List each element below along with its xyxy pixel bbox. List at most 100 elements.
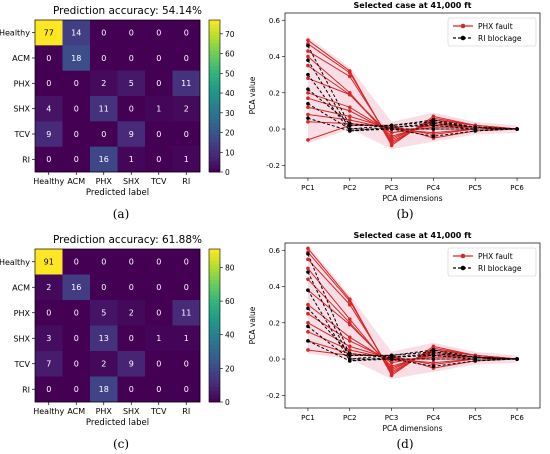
x-tick-label: TCV xyxy=(150,407,167,416)
colorbar-segment xyxy=(209,130,220,135)
heatmap-cell xyxy=(90,121,118,147)
data-point xyxy=(306,270,310,274)
colorbar-segment xyxy=(209,58,220,63)
heatmap-cell xyxy=(90,70,118,97)
data-point xyxy=(515,357,519,361)
heatmap-cell xyxy=(145,351,173,377)
legend-marker xyxy=(460,253,466,259)
heatmap-cell xyxy=(145,300,173,326)
y-tick-label: SHX xyxy=(13,334,30,343)
data-point xyxy=(347,299,352,303)
y-tick-label: -0.2 xyxy=(266,162,280,170)
colorbar-segment xyxy=(209,256,220,261)
x-tick-label: PC2 xyxy=(343,184,357,192)
y-tick-label: TCV xyxy=(14,130,31,139)
colorbar-segment xyxy=(209,287,220,292)
heatmap-cell xyxy=(90,96,118,122)
colorbar-segment xyxy=(209,92,220,97)
cell-value-label: 0 xyxy=(101,130,106,139)
cell-value-label: 0 xyxy=(129,258,134,267)
chart-title: Selected case at 41,000 ft xyxy=(354,1,472,10)
heatmap-cell xyxy=(117,20,146,46)
colorbar-segment xyxy=(209,145,220,150)
heatmap-cell xyxy=(62,70,91,97)
series-line xyxy=(307,289,518,362)
colorbar-segment xyxy=(209,39,220,44)
cell-value-label: 0 xyxy=(156,54,161,63)
heatmap-cell xyxy=(62,325,91,352)
colorbar-segment xyxy=(209,325,220,330)
heatmap-frame xyxy=(34,19,201,173)
data-point xyxy=(347,317,352,321)
cell-value-label: 11 xyxy=(181,309,191,318)
cell-value-label: 0 xyxy=(46,385,51,394)
cell-value-label: 77 xyxy=(44,28,54,37)
colorbar-segment xyxy=(209,111,220,116)
data-point xyxy=(306,63,310,68)
heatmap-cell xyxy=(35,351,63,377)
confusion-matrix-c: Prediction accuracy: 61.88%91 0 0 0 0 02 16 0 0 0… xyxy=(0,234,235,428)
heatmap-cell xyxy=(62,96,91,122)
heatmap-cell xyxy=(145,146,173,173)
x-tick-label: PC4 xyxy=(427,414,441,422)
x-tick-label: PC3 xyxy=(385,184,399,192)
heatmap-cell xyxy=(172,70,201,97)
x-tick-label: PC3 xyxy=(385,414,399,422)
heatmap-cell xyxy=(90,274,118,301)
cell-value-label: 1 xyxy=(184,155,189,164)
legend-box xyxy=(447,17,537,47)
colorbar-segment xyxy=(209,50,220,55)
colorbar-segment xyxy=(209,252,220,258)
x-tick-label: Healthy xyxy=(33,177,64,186)
data-point xyxy=(306,72,310,77)
confusion-matrix-a: Prediction accuracy: 54.14%77 14 0 0 0 00 18 0 0… xyxy=(0,5,235,198)
cell-value-label: 0 xyxy=(74,104,79,113)
colorbar-segment xyxy=(209,137,220,142)
colorbar-segment xyxy=(209,160,220,165)
data-point xyxy=(306,49,310,53)
y-tick-label: 0.0 xyxy=(269,356,280,364)
colorbar-segment xyxy=(209,27,220,32)
data-point xyxy=(306,43,310,48)
colorbar-tick-label: 0 xyxy=(225,398,230,407)
colorbar-segment xyxy=(209,356,220,361)
panel-label-d: (d) xyxy=(396,437,413,451)
x-tick-label: Healthy xyxy=(33,407,64,416)
cell-value-label: 5 xyxy=(101,309,106,318)
colorbar-segment xyxy=(209,69,220,74)
data-point xyxy=(347,335,352,340)
y-tick-label: RI xyxy=(22,155,30,164)
data-point xyxy=(306,76,310,81)
heatmap-cell xyxy=(62,376,91,403)
x-tick-label: ACM xyxy=(67,177,85,186)
cell-value-label: 0 xyxy=(184,258,189,267)
data-point xyxy=(306,246,310,251)
colorbar-segment xyxy=(209,118,220,123)
cell-value-label: 0 xyxy=(156,283,161,292)
data-point xyxy=(389,134,394,139)
legend-label: RI blockage xyxy=(478,264,522,273)
x-tick-label: SHX xyxy=(123,407,140,416)
cell-value-label: 0 xyxy=(101,283,106,292)
data-point xyxy=(306,330,310,334)
colorbar-segment xyxy=(209,375,220,380)
colorbar-segment xyxy=(209,126,220,131)
heatmap-cell xyxy=(117,121,146,147)
data-point xyxy=(306,324,310,329)
heatmap-cell xyxy=(172,45,201,71)
cell-value-label: 0 xyxy=(156,28,161,37)
data-point xyxy=(306,58,310,62)
heatmap-cell xyxy=(117,274,146,301)
data-point xyxy=(431,123,436,128)
colorbar-tick-label: 30 xyxy=(225,109,235,118)
cell-value-label: 0 xyxy=(74,309,79,318)
chart-title: Selected case at 41,000 ft xyxy=(354,231,472,240)
colorbar-segment xyxy=(209,352,220,357)
colorbar-segment xyxy=(209,122,220,127)
series-line xyxy=(307,97,518,134)
cell-value-label: 1 xyxy=(156,334,161,343)
heatmap-cell xyxy=(145,45,173,71)
data-point xyxy=(389,130,394,135)
colorbar-segment xyxy=(209,333,220,338)
data-point xyxy=(389,127,394,131)
